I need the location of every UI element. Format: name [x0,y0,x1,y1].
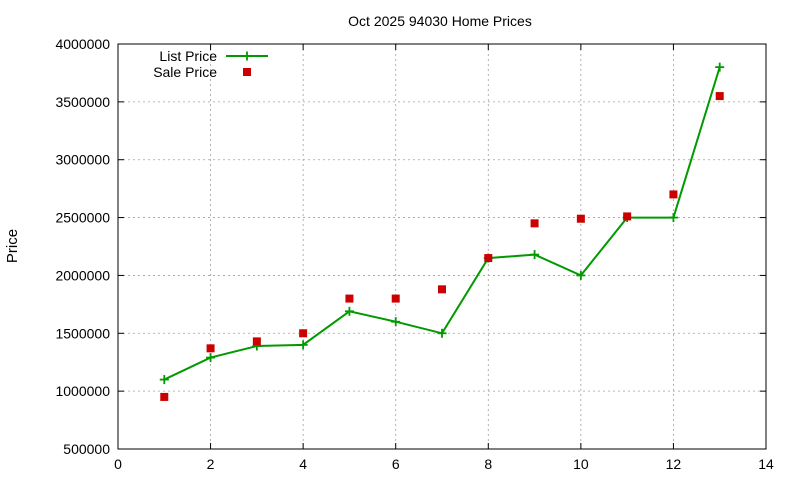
y-tick-label: 2000000 [55,267,110,283]
axis-layer: 0 2 4 6 8 10 12 14 500000 1000000 1500000 2000000 25… [55,36,774,472]
chart-title: Oct 2025 94030 Home Prices [348,13,532,29]
list-price-point [391,317,401,327]
y-tick-label: 4000000 [55,36,110,52]
x-tick-label: 14 [758,456,774,472]
sale-price-point [391,294,400,303]
legend-square-swatch [243,68,251,76]
y-tick-label: 1500000 [55,325,110,341]
sale-price-point [252,337,261,346]
series-sale-price [160,92,724,401]
list-price-point [715,62,725,72]
list-price-point [298,340,308,350]
y-tick-label: 3000000 [55,152,110,168]
sale-price-point [299,329,308,338]
x-tick-label: 12 [666,456,682,472]
list-price-point [668,213,678,223]
list-price-point [206,353,216,363]
list-price-point [159,375,169,385]
sale-price-point [576,214,585,223]
y-tick-label: 1000000 [55,383,110,399]
list-price-point [344,306,354,316]
sale-price-point [669,190,678,199]
sale-price-point [160,392,169,401]
y-axis-label: Price [4,229,21,263]
x-tick-label: 4 [299,456,307,472]
y-tick-label: 500000 [63,441,110,457]
sale-price-point [484,254,493,263]
x-tick-label: 8 [484,456,492,472]
x-tick-label: 10 [573,456,589,472]
sale-price-point [715,92,724,101]
y-tick-label: 3500000 [55,94,110,110]
x-tick-label: 6 [392,456,400,472]
sale-price-point [438,285,446,294]
sale-price-point [206,344,215,353]
legend-label: List Price [159,48,217,64]
sale-price-point [530,219,539,228]
sale-price-point [345,294,354,303]
legend-label: Sale Price [153,64,217,80]
x-tick-label: 2 [207,456,215,472]
y-tick-label: 2500000 [55,210,110,226]
plot-frame [117,43,767,450]
x-tick-label: 0 [114,456,122,472]
series-layer [159,62,725,401]
list-price-point [437,328,447,338]
list-price-point [530,250,540,260]
sale-price-point [623,212,632,221]
legend-plus-swatch [242,51,252,61]
list-price-point [576,270,586,280]
